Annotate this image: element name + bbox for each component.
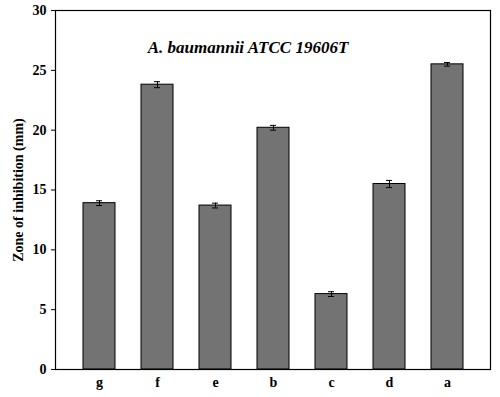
svg-text:a: a xyxy=(444,375,451,390)
svg-text:g: g xyxy=(96,375,103,390)
svg-text:25: 25 xyxy=(33,63,47,78)
svg-text:f: f xyxy=(155,375,160,390)
svg-text:5: 5 xyxy=(40,302,47,317)
svg-text:d: d xyxy=(386,375,394,390)
svg-text:20: 20 xyxy=(33,123,47,138)
svg-text:Zone of inhibition (mm): Zone of inhibition (mm) xyxy=(11,118,27,262)
svg-text:10: 10 xyxy=(33,242,47,257)
svg-text:c: c xyxy=(328,375,334,390)
svg-text:15: 15 xyxy=(33,182,47,197)
svg-text:b: b xyxy=(270,375,278,390)
svg-text:0: 0 xyxy=(40,362,47,377)
svg-text:e: e xyxy=(212,375,218,390)
svg-text:A. baumannii ATCC 19606T: A. baumannii ATCC 19606T xyxy=(147,38,349,57)
svg-text:30: 30 xyxy=(33,3,47,18)
